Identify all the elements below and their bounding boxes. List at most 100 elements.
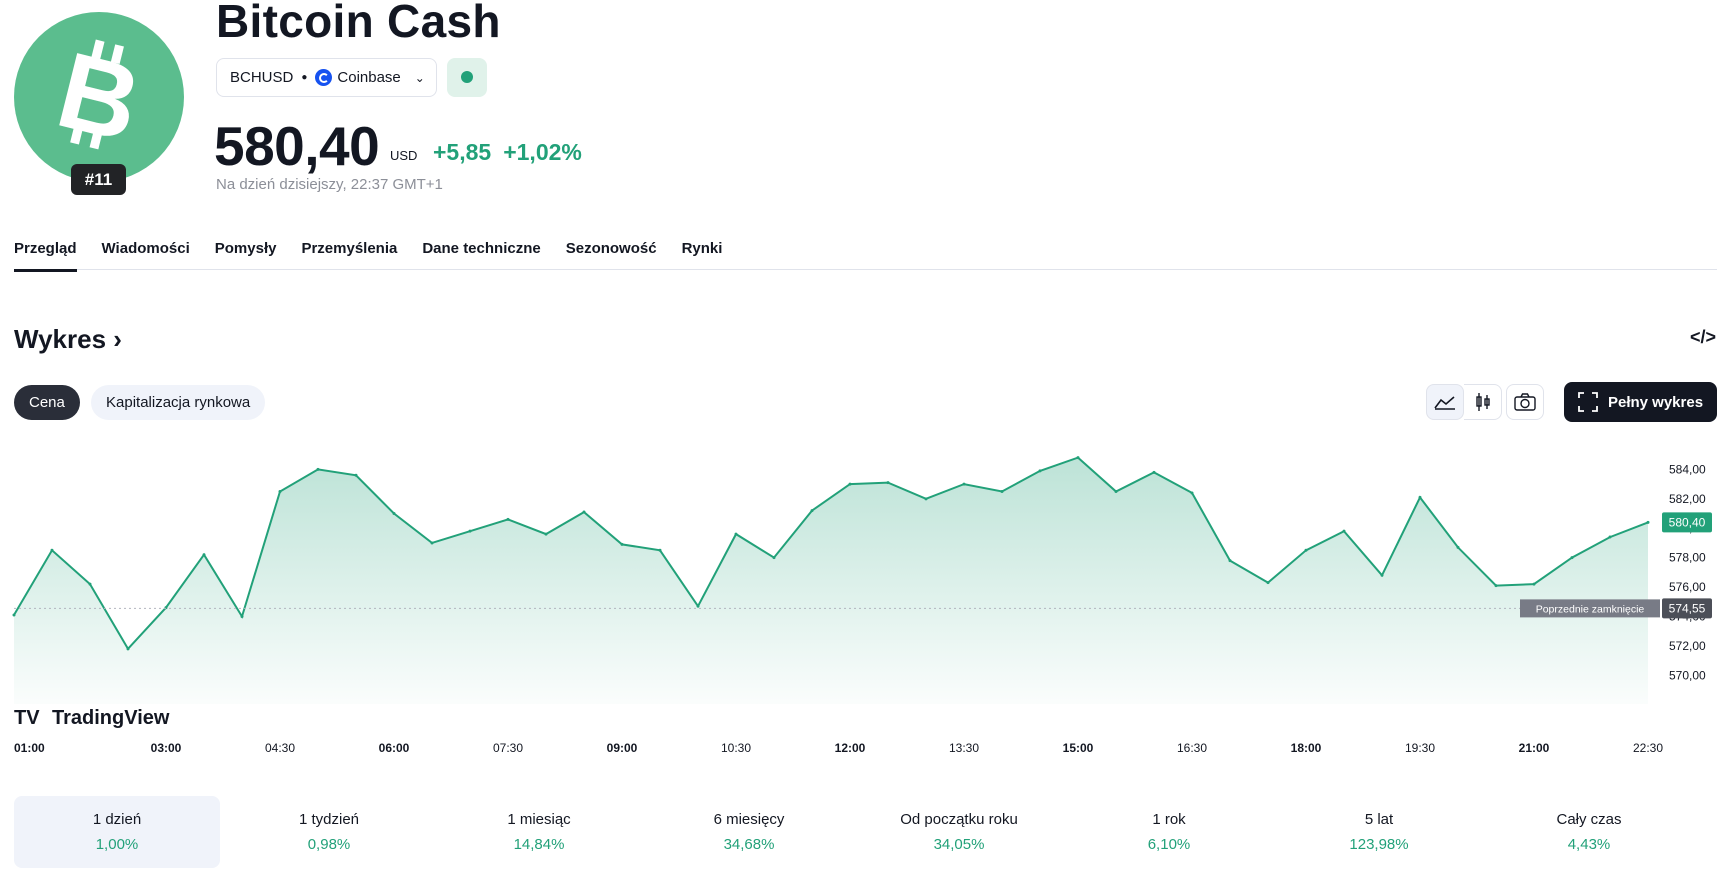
symbol-selector[interactable]: BCHUSD ● Coinbase ⌄ (216, 58, 437, 97)
period-all[interactable]: Cały czas 4,43% (1484, 796, 1694, 868)
price-point (506, 517, 510, 521)
symbol-label: BCHUSD (230, 69, 294, 86)
price-point (1076, 456, 1080, 460)
price-point (810, 509, 814, 513)
candlestick-icon[interactable] (1464, 384, 1502, 420)
last-price-label: 580,40 (1669, 515, 1706, 529)
previous-close-tag (1520, 599, 1660, 618)
status-dot-icon (461, 71, 473, 83)
rank-badge: #11 (71, 164, 126, 195)
price-point (1038, 469, 1042, 473)
period-label: 6 miesięcy (713, 811, 785, 828)
period-value: 34,68% (723, 836, 775, 853)
price-point (430, 541, 434, 545)
exchange-label: Coinbase (337, 69, 401, 86)
chevron-down-icon: ⌄ (414, 70, 425, 85)
tab-bar: Przegląd Wiadomości Pomysły Przemyślenia… (14, 240, 1717, 272)
market-status-indicator[interactable] (447, 58, 487, 97)
price-point (734, 532, 738, 536)
period-1d[interactable]: 1 dzień 1,00% (14, 796, 220, 868)
y-tick-label: 578,00 (1669, 551, 1706, 565)
y-tick-label: 582,00 (1669, 492, 1706, 506)
x-tick-label: 04:30 (265, 741, 295, 755)
period-1y[interactable]: 1 rok 6,10% (1064, 796, 1274, 868)
price-point (50, 548, 54, 552)
x-tick-label: 13:30 (949, 741, 979, 755)
price-currency: USD (390, 148, 418, 163)
price-point (88, 582, 92, 586)
period-value: 14,84% (513, 836, 565, 853)
x-tick-label: 16:30 (1177, 741, 1207, 755)
previous-close-marker (1662, 598, 1712, 619)
tab-ideas[interactable]: Pomysły (214, 240, 277, 257)
camera-icon[interactable] (1506, 384, 1544, 420)
price-point (278, 489, 282, 493)
price-point (544, 532, 548, 536)
price-point (962, 482, 966, 486)
svg-text:TV: TV (14, 707, 40, 729)
x-tick-label: 12:00 (835, 741, 866, 755)
x-tick-label: 22:30 (1633, 741, 1663, 755)
tab-markets[interactable]: Rynki (681, 240, 723, 257)
code-embed-icon[interactable]: </> (1690, 327, 1717, 347)
price-point (620, 542, 624, 546)
tab-seasonals[interactable]: Sezonowość (565, 240, 657, 257)
y-tick-label: 584,00 (1669, 462, 1706, 476)
price-point (1152, 470, 1156, 474)
period-label: 1 tydzień (298, 811, 360, 828)
price-point (1418, 495, 1422, 499)
price-point (202, 553, 206, 557)
price-point (1190, 491, 1194, 495)
price-line (13, 456, 1649, 651)
chart-section-title[interactable]: Wykres › (14, 324, 122, 355)
previous-close-label: 574,55 (1669, 601, 1706, 615)
x-tick-label: 06:00 (379, 741, 410, 755)
bitcoin-cash-logo: B (14, 12, 184, 182)
period-value: 0,98% (307, 836, 351, 853)
price-point (1570, 556, 1574, 560)
chevron-right-icon: › (106, 324, 122, 354)
expand-icon (1578, 392, 1598, 412)
price-area-fill (14, 457, 1648, 704)
period-ytd[interactable]: Od początku roku 34,05% (854, 796, 1064, 868)
tab-news[interactable]: Wiadomości (101, 240, 190, 257)
price-change: +5,85 +1,02% (433, 139, 582, 166)
tradingview-watermark: TV TradingView (14, 707, 170, 729)
price-point (886, 481, 890, 485)
market-cap-toggle-button[interactable]: Kapitalizacja rynkowa (91, 385, 266, 420)
price-point (126, 647, 130, 651)
price-point (354, 473, 358, 477)
tab-overview[interactable]: Przegląd (14, 240, 77, 272)
price-point (12, 613, 16, 617)
full-chart-label: Pełny wykres (1607, 393, 1704, 411)
watermark-text: TradingView (52, 707, 170, 729)
performance-periods: 1 dzień 1,00% 1 tydzień 0,98% 1 miesiąc 14,… (14, 796, 1717, 868)
price-point (1456, 545, 1460, 549)
y-tick-label: 570,00 (1669, 668, 1706, 682)
price-chart[interactable]: 584,00582,00580,00578,00576,00574,00572,… (0, 440, 1717, 760)
tab-technicals[interactable]: Dane techniczne (422, 240, 541, 257)
change-absolute: +5,85 (433, 139, 492, 165)
price-point (392, 512, 396, 516)
period-1m[interactable]: 1 miesiąc 14,84% (434, 796, 644, 868)
period-1w[interactable]: 1 tydzień 0,98% (224, 796, 434, 868)
current-price: 580,40 (214, 115, 380, 177)
tab-minds[interactable]: Przemyślenia (301, 240, 398, 257)
price-point (1380, 573, 1384, 577)
price-point (658, 548, 662, 552)
full-chart-button[interactable]: Pełny wykres (1564, 382, 1717, 422)
price-point (1532, 582, 1536, 586)
price-point (240, 614, 244, 618)
period-5y[interactable]: 5 lat 123,98% (1274, 796, 1484, 868)
price-point (1000, 489, 1004, 493)
price-point (1342, 529, 1346, 533)
period-label: 1 miesiąc (507, 811, 571, 828)
price-point (772, 556, 776, 560)
separator-dot: ● (301, 72, 308, 83)
price-toggle-button[interactable]: Cena (14, 385, 80, 420)
period-label: 1 dzień (92, 811, 142, 828)
change-percent: +1,02% (503, 139, 582, 165)
area-chart-icon[interactable] (1426, 384, 1464, 420)
period-6m[interactable]: 6 miesięcy 34,68% (644, 796, 854, 868)
x-tick-label: 09:00 (607, 741, 638, 755)
